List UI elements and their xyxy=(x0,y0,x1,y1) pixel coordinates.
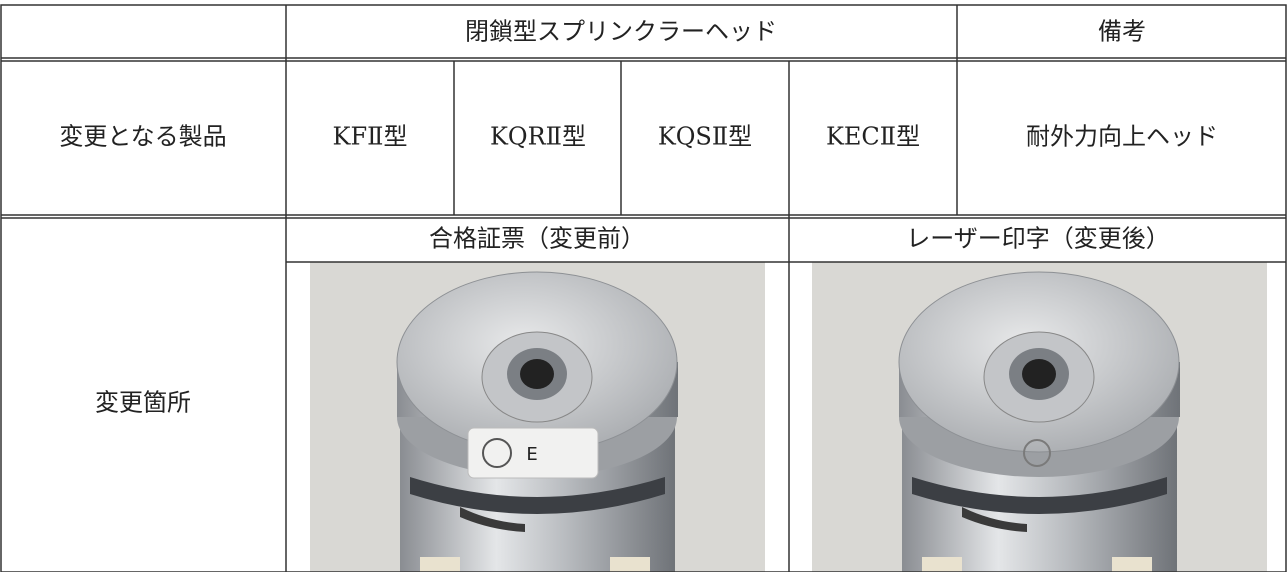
remarks-item: 耐外力向上ヘッド xyxy=(1026,123,1218,151)
certificate-sticker xyxy=(467,427,599,479)
laser-mark xyxy=(1023,439,1051,467)
header-product-group: 閉鎖型スプリンクラーヘッド xyxy=(465,18,777,46)
before-label: 合格証票（変更前） xyxy=(429,225,645,253)
product: KQRⅡ型 xyxy=(490,123,586,151)
product: KECⅡ型 xyxy=(826,123,920,151)
product: KFⅡ型 xyxy=(333,123,408,151)
product: KQSⅡ型 xyxy=(658,123,752,151)
table-borders xyxy=(0,4,1287,573)
sticker-mark xyxy=(482,438,512,468)
photo-after xyxy=(811,261,1268,576)
after-label: レーザー印字（変更後） xyxy=(906,225,1170,253)
header-remarks: 備考 xyxy=(1098,18,1146,46)
row-label: 変更となる製品 xyxy=(59,123,226,151)
row-label: 変更箇所 xyxy=(95,389,191,417)
photo-before xyxy=(309,261,766,576)
sticker-text: E xyxy=(526,444,537,465)
